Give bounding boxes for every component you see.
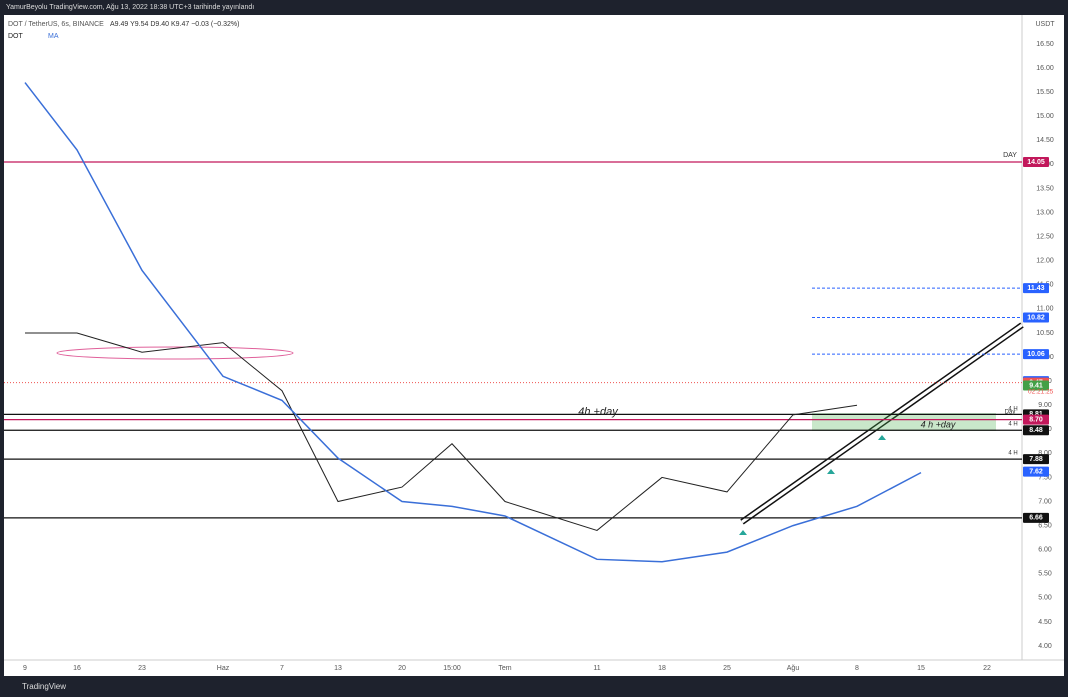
annotation: 4 h +day bbox=[921, 419, 956, 429]
highlight-ellipse bbox=[56, 346, 294, 360]
price-label: 8.48 bbox=[1029, 427, 1043, 434]
x-tick-label: 7 bbox=[280, 665, 284, 672]
x-tick-label: 9 bbox=[23, 665, 27, 672]
price-label: 11.43 bbox=[1027, 285, 1044, 292]
y-tick-label: 12.00 bbox=[1036, 258, 1054, 265]
symbol: DOT / TetherUS, 6s, BINANCE bbox=[8, 21, 104, 28]
price-label-bg bbox=[1023, 466, 1049, 477]
y-tick-label: 14.50 bbox=[1036, 137, 1054, 144]
arrows bbox=[739, 435, 886, 535]
y-tick-label: 7.50 bbox=[1038, 474, 1052, 481]
plot-bg bbox=[4, 15, 1064, 676]
series-line bbox=[24, 82, 922, 563]
legend-entry: MA bbox=[48, 33, 59, 40]
annotation: 4 H bbox=[1008, 422, 1017, 428]
x-tick-label: Tem bbox=[498, 665, 511, 672]
currency: USDT bbox=[1035, 21, 1055, 28]
x-tick-label: 11 bbox=[593, 665, 600, 672]
x-tick-label: Ağu bbox=[787, 665, 800, 672]
price-label: 6.66 bbox=[1029, 515, 1043, 522]
x-tick-label: 18 bbox=[658, 665, 666, 672]
y-tick-label: 10.50 bbox=[1036, 330, 1054, 337]
y-tick-label: 16.50 bbox=[1036, 41, 1054, 48]
x-tick-label: 15 bbox=[917, 665, 925, 672]
price-label: 7.62 bbox=[1029, 469, 1043, 476]
y-tick-label: 15.00 bbox=[1036, 113, 1054, 120]
price-label: 7.88 bbox=[1029, 456, 1043, 463]
trendline bbox=[741, 323, 1023, 524]
price-label: 14.05 bbox=[1027, 159, 1045, 166]
series-line bbox=[25, 332, 858, 531]
price-label-bg bbox=[1023, 156, 1049, 167]
price-label-bg bbox=[1023, 512, 1049, 523]
y-tick-label: 13.00 bbox=[1036, 209, 1054, 216]
legend-entry: DOT bbox=[8, 33, 24, 40]
brand: TradingView bbox=[22, 682, 66, 691]
y-tick-label: 9.00 bbox=[1038, 402, 1052, 409]
y-tick-label: 16.00 bbox=[1036, 65, 1054, 72]
y-tick-label: 5.50 bbox=[1038, 571, 1052, 578]
x-tick-label: 25 bbox=[723, 665, 731, 672]
y-tick-label: 8.00 bbox=[1038, 450, 1052, 457]
price-label-bg bbox=[1023, 454, 1049, 465]
price-label: 8.70 bbox=[1029, 416, 1043, 423]
annotation: 4 H bbox=[1008, 451, 1017, 457]
y-tick-label: 11.00 bbox=[1037, 306, 1054, 313]
y-tick-label: 4.50 bbox=[1038, 619, 1052, 626]
y-tick-label: 7.00 bbox=[1038, 498, 1052, 505]
x-tick-label: 15:00 bbox=[443, 665, 461, 672]
ohlc: A9.49 Y9.54 D9.40 K9.47 −0.03 (−0.32%) bbox=[110, 21, 239, 28]
price-label-bg bbox=[1023, 349, 1049, 360]
x-tick-label: 22 bbox=[983, 665, 991, 672]
annotation: DAY bbox=[1003, 152, 1017, 159]
price-label-bg bbox=[1023, 283, 1049, 294]
publisher: YamurBeyolu TradingView.com, Ağu 13, 202… bbox=[6, 4, 254, 11]
x-tick-label: Haz bbox=[217, 665, 230, 672]
price-label-bg bbox=[1023, 425, 1049, 436]
price-label: 10.06 bbox=[1027, 351, 1045, 358]
x-tick-label: 8 bbox=[855, 665, 859, 672]
y-tick-label: 6.50 bbox=[1038, 522, 1052, 529]
x-tick-label: 20 bbox=[398, 665, 406, 672]
price-label-bg bbox=[1023, 380, 1049, 391]
zone bbox=[812, 413, 996, 431]
countdown: 02:21:25 bbox=[1028, 389, 1054, 396]
y-tick-label: 5.00 bbox=[1038, 595, 1052, 602]
annotation: Day bbox=[1005, 410, 1016, 416]
annotation: 4 H bbox=[1008, 407, 1017, 413]
price-label: 9.41 bbox=[1029, 382, 1043, 389]
x-tick-label: 23 bbox=[138, 665, 146, 672]
price-label-bg bbox=[1023, 414, 1049, 425]
y-tick-label: 6.00 bbox=[1038, 547, 1052, 554]
y-tick-label: 12.50 bbox=[1036, 233, 1054, 240]
x-tick-label: 13 bbox=[334, 665, 342, 672]
price-label-bg bbox=[1023, 312, 1049, 323]
annotation: 4h +day bbox=[578, 406, 619, 418]
x-tick-label: 16 bbox=[73, 665, 81, 672]
price-label: 10.82 bbox=[1027, 314, 1045, 321]
y-tick-label: 4.00 bbox=[1038, 643, 1052, 650]
y-tick-label: 13.50 bbox=[1036, 185, 1054, 192]
y-tick-label: 15.50 bbox=[1036, 89, 1054, 96]
